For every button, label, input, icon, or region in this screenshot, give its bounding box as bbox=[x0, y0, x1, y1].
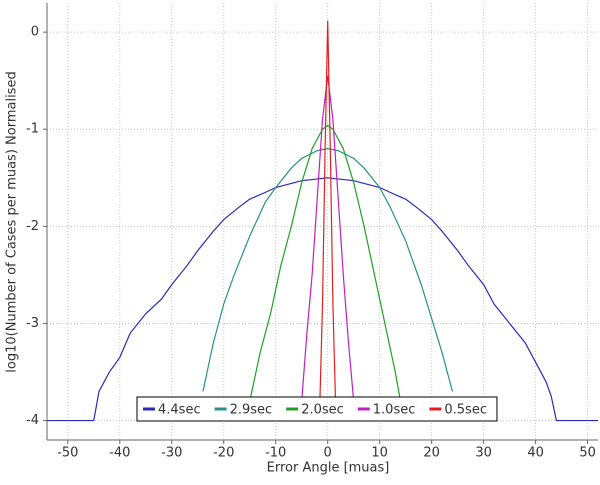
x-tick-label: -10 bbox=[265, 446, 286, 461]
x-axis-label: Error Angle [muas] bbox=[267, 461, 390, 476]
series-line bbox=[47, 177, 598, 422]
series-line bbox=[319, 20, 337, 402]
y-tick-label: -2 bbox=[26, 219, 39, 234]
x-tick-label: -30 bbox=[161, 446, 182, 461]
y-tick-label: -4 bbox=[26, 413, 39, 428]
x-tick-label: -20 bbox=[213, 446, 234, 461]
x-tick-label: 50 bbox=[579, 446, 596, 461]
series-line bbox=[301, 75, 355, 402]
legend-label: 2.0sec bbox=[301, 403, 344, 418]
x-tick-label: 10 bbox=[371, 446, 388, 461]
series-line bbox=[249, 124, 402, 402]
x-tick-label: 0 bbox=[324, 446, 332, 461]
x-tick-label: 30 bbox=[475, 446, 492, 461]
legend-label: 4.4sec bbox=[158, 403, 201, 418]
x-tick-label: 20 bbox=[423, 446, 440, 461]
x-tick-label: -50 bbox=[57, 446, 78, 461]
y-tick-label: 0 bbox=[31, 25, 39, 40]
legend-label: 0.5sec bbox=[444, 403, 487, 418]
legend-label: 1.0sec bbox=[373, 403, 416, 418]
legend: 4.4sec 2.9sec 2.0sec 1.0sec 0.5sec bbox=[136, 396, 498, 422]
legend-label: 2.9sec bbox=[230, 403, 273, 418]
series-line bbox=[202, 148, 454, 392]
y-tick-label: -3 bbox=[26, 316, 39, 331]
y-axis-label: log10(Number of Cases per muas) Normalis… bbox=[5, 71, 20, 372]
y-tick-label: -1 bbox=[26, 122, 39, 137]
x-tick-label: -40 bbox=[109, 446, 130, 461]
x-tick-label: 40 bbox=[527, 446, 544, 461]
